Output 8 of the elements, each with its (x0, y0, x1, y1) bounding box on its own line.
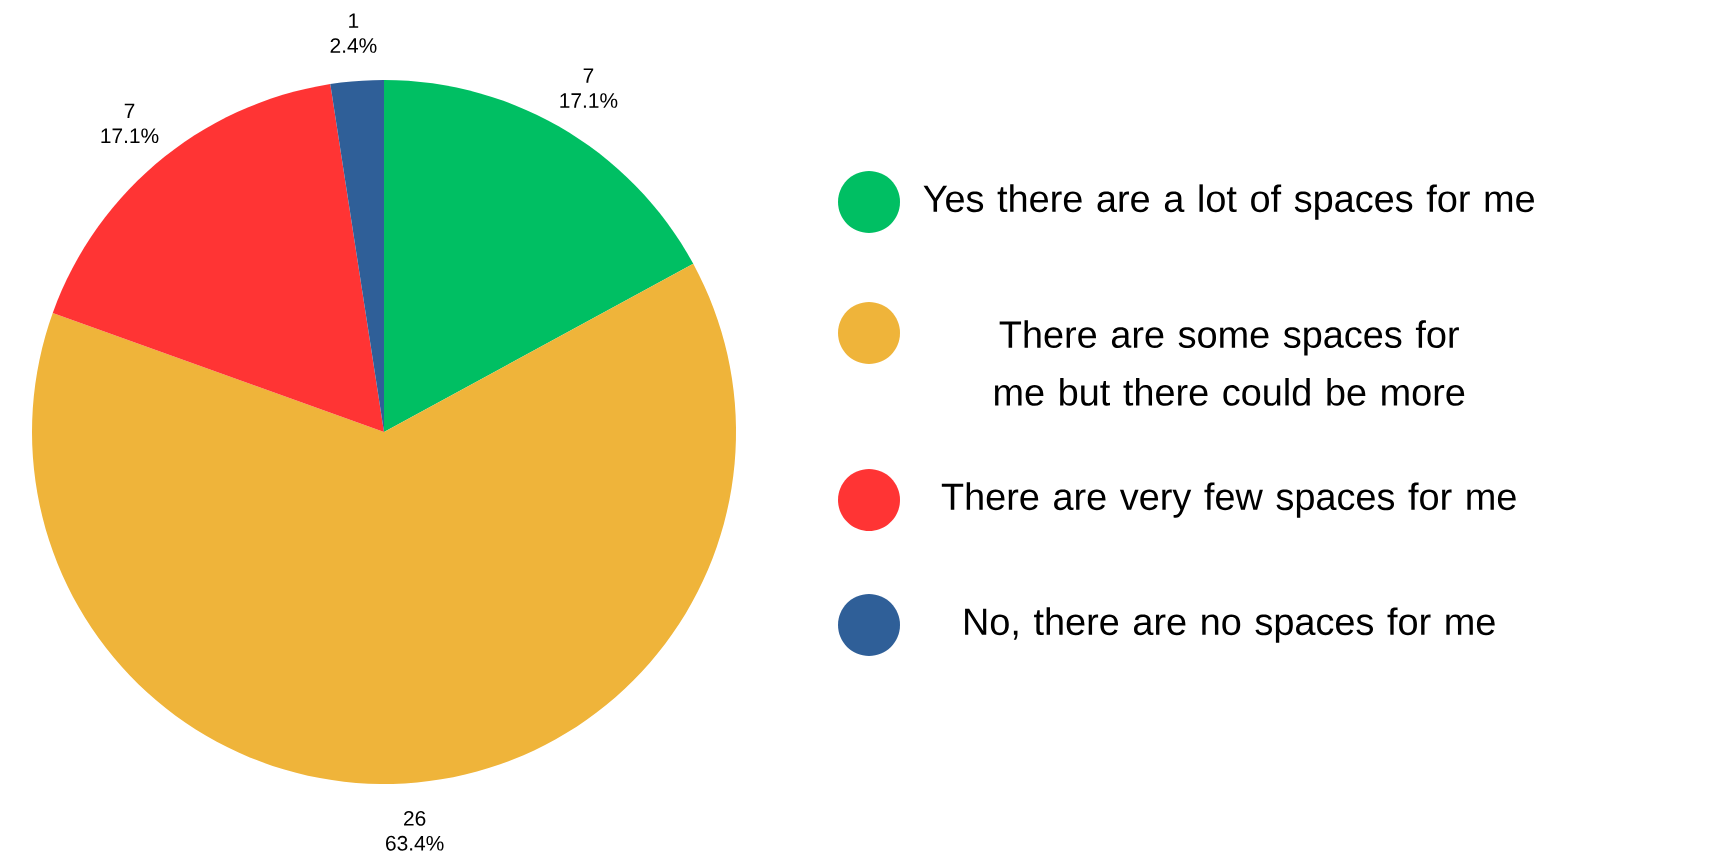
data-label: 26 63.4% (386, 810, 444, 851)
data-label: 7 17.1% (101, 103, 159, 144)
data-label: 7 17.1% (560, 68, 618, 108)
data-label: 1 2.4% (330, 13, 377, 53)
slice-label: There are some spaces for me but there could be more (994, 320, 1465, 406)
legend-label: Yes there are a lot of spaces for me (923, 184, 1534, 220)
legend-label: No, there are no spaces for me (965, 607, 1495, 643)
legend-label: There are very few spaces for me (941, 482, 1516, 518)
